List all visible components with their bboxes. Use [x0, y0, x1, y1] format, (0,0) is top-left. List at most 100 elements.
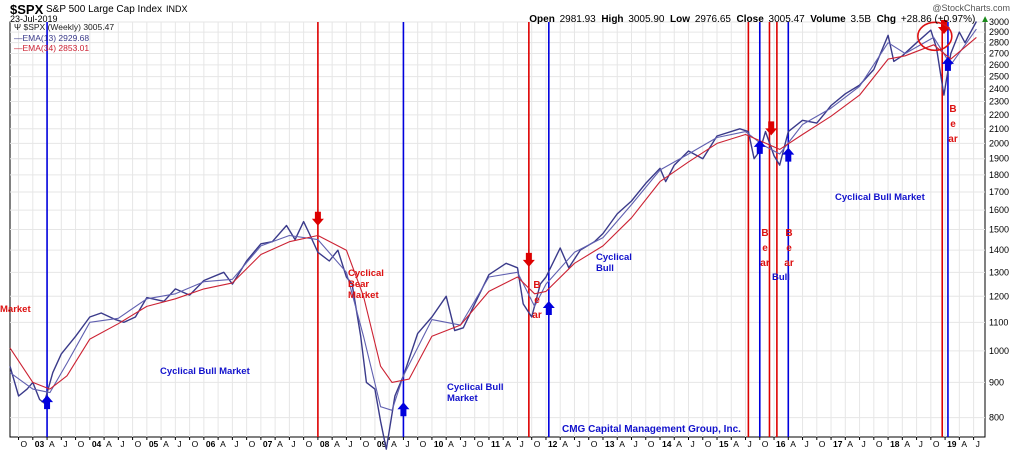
x-tick-label: O — [477, 439, 484, 449]
annotation-bear-2015: Bear — [760, 228, 770, 269]
top-highlight-circle — [917, 21, 953, 52]
volume-label: Volume — [810, 14, 846, 25]
y-tick-label: 3000 — [989, 17, 1009, 27]
x-tick-label: 04 — [92, 439, 102, 449]
annotation-market-cut: Market — [0, 304, 31, 315]
candle-icon: Ψ — [14, 22, 22, 32]
x-tick-label: J — [862, 439, 866, 449]
x-tick-label: A — [220, 439, 226, 449]
x-tick-label: J — [177, 439, 181, 449]
bear-arrow-down-icon — [765, 121, 778, 136]
y-tick-label: 1500 — [989, 225, 1009, 235]
close-value: 3005.47 — [768, 14, 805, 25]
x-tick-label: 15 — [719, 439, 729, 449]
y-tick-label: 2300 — [989, 97, 1009, 107]
high-label: High — [601, 14, 624, 25]
x-tick-label: 05 — [149, 439, 159, 449]
x-tick-label: O — [21, 439, 28, 449]
annotation-bear-2008-line1: Cyclical — [348, 268, 384, 279]
y-tick-label: 2900 — [989, 27, 1009, 37]
exchange-label: INDX — [166, 4, 188, 14]
x-tick-label: A — [391, 439, 397, 449]
bull-arrow-up-icon — [397, 402, 410, 417]
y-tick-label: 1900 — [989, 154, 1009, 164]
legend-price-label: $SPX (Weekly) 3005.47 — [23, 22, 115, 32]
x-tick-label: 08 — [320, 439, 330, 449]
ticker-description: S&P 500 Large Cap Index — [46, 4, 163, 15]
x-tick-label: A — [106, 439, 112, 449]
high-value: 3005.90 — [628, 14, 665, 25]
bull-arrow-up-icon — [941, 56, 954, 71]
annotation-bear-2008: Cyclical Bear Market — [348, 268, 384, 301]
x-tick-label: 19 — [947, 439, 957, 449]
x-tick-label: 07 — [263, 439, 273, 449]
footer-credit: CMG Capital Management Group, Inc. — [562, 424, 741, 435]
x-tick-label: J — [291, 439, 295, 449]
y-tick-label: 1600 — [989, 205, 1009, 215]
chg-value: +28.86 (+0.97%) — [900, 14, 976, 25]
bear-arrow-down-icon — [311, 211, 324, 226]
series-line-ema13 — [9, 28, 977, 411]
x-tick-label: 12 — [548, 439, 558, 449]
x-tick-label: J — [519, 439, 523, 449]
bull-arrow-up-icon — [782, 147, 795, 162]
x-tick-label: 13 — [605, 439, 615, 449]
x-tick-label: J — [576, 439, 580, 449]
annotation-bull-2009: Cyclical Bull Market — [447, 382, 504, 404]
x-tick-label: A — [448, 439, 454, 449]
annotation-bull-2012: Cyclical Bull — [596, 252, 632, 274]
annotation-bear-2011: Bear — [532, 280, 542, 321]
x-tick-label: 03 — [35, 439, 45, 449]
legend-ema13: —EMA(13) 2929.68 — [14, 33, 89, 43]
open-value: 2981.93 — [559, 14, 596, 25]
x-tick-label: A — [733, 439, 739, 449]
x-tick-label: J — [120, 439, 124, 449]
x-tick-label: 14 — [662, 439, 672, 449]
x-tick-label: J — [462, 439, 466, 449]
x-tick-label: O — [876, 439, 883, 449]
y-tick-label: 1100 — [989, 317, 1008, 327]
annotation-bull-2012-line2: Bull — [596, 263, 614, 274]
x-tick-label: O — [591, 439, 598, 449]
bull-arrow-up-icon — [542, 301, 555, 316]
x-tick-label: O — [762, 439, 769, 449]
x-tick-label: J — [919, 439, 923, 449]
x-tick-label: J — [405, 439, 409, 449]
y-tick-label: 1800 — [989, 170, 1009, 180]
close-label: Close — [736, 14, 764, 25]
y-tick-label: 2100 — [989, 124, 1009, 134]
x-tick-label: 17 — [833, 439, 843, 449]
legend-ema13-swatch: — — [14, 33, 23, 43]
annotation-bear-2016: Bear — [784, 228, 794, 269]
y-tick-label: 2800 — [989, 38, 1009, 48]
y-tick-label: 2700 — [989, 49, 1009, 59]
x-tick-label: 18 — [890, 439, 900, 449]
x-tick-label: A — [676, 439, 682, 449]
legend-ema34-swatch: — — [14, 43, 23, 53]
annotation-bull-2015: Bull — [772, 272, 790, 283]
x-tick-label: 06 — [206, 439, 216, 449]
annotation-bear-2008-line2: Bear — [348, 279, 370, 290]
annotation-bear-2008-line3: Market — [348, 290, 379, 301]
x-tick-label: A — [277, 439, 283, 449]
open-label: Open — [529, 14, 555, 25]
y-tick-label: 1400 — [989, 245, 1009, 255]
x-tick-label: O — [420, 439, 427, 449]
x-tick-label: J — [234, 439, 238, 449]
bull-arrow-up-icon — [753, 139, 766, 154]
x-tick-label: A — [790, 439, 796, 449]
quote-summary: Open 2981.93 High 3005.90 Low 2976.65 Cl… — [529, 14, 990, 25]
y-tick-label: 2000 — [989, 138, 1009, 148]
x-tick-label: 10 — [434, 439, 444, 449]
y-tick-label: 2400 — [989, 84, 1009, 94]
annotation-bull-2009-line1: Cyclical Bull — [447, 382, 504, 393]
chart-date: 23-Jul-2019 — [10, 14, 58, 24]
x-tick-label: J — [976, 439, 980, 449]
x-tick-label: O — [933, 439, 940, 449]
x-tick-label: A — [163, 439, 169, 449]
x-tick-label: J — [805, 439, 809, 449]
x-tick-label: O — [648, 439, 655, 449]
x-tick-label: O — [78, 439, 85, 449]
series-line-ema34 — [9, 36, 977, 390]
